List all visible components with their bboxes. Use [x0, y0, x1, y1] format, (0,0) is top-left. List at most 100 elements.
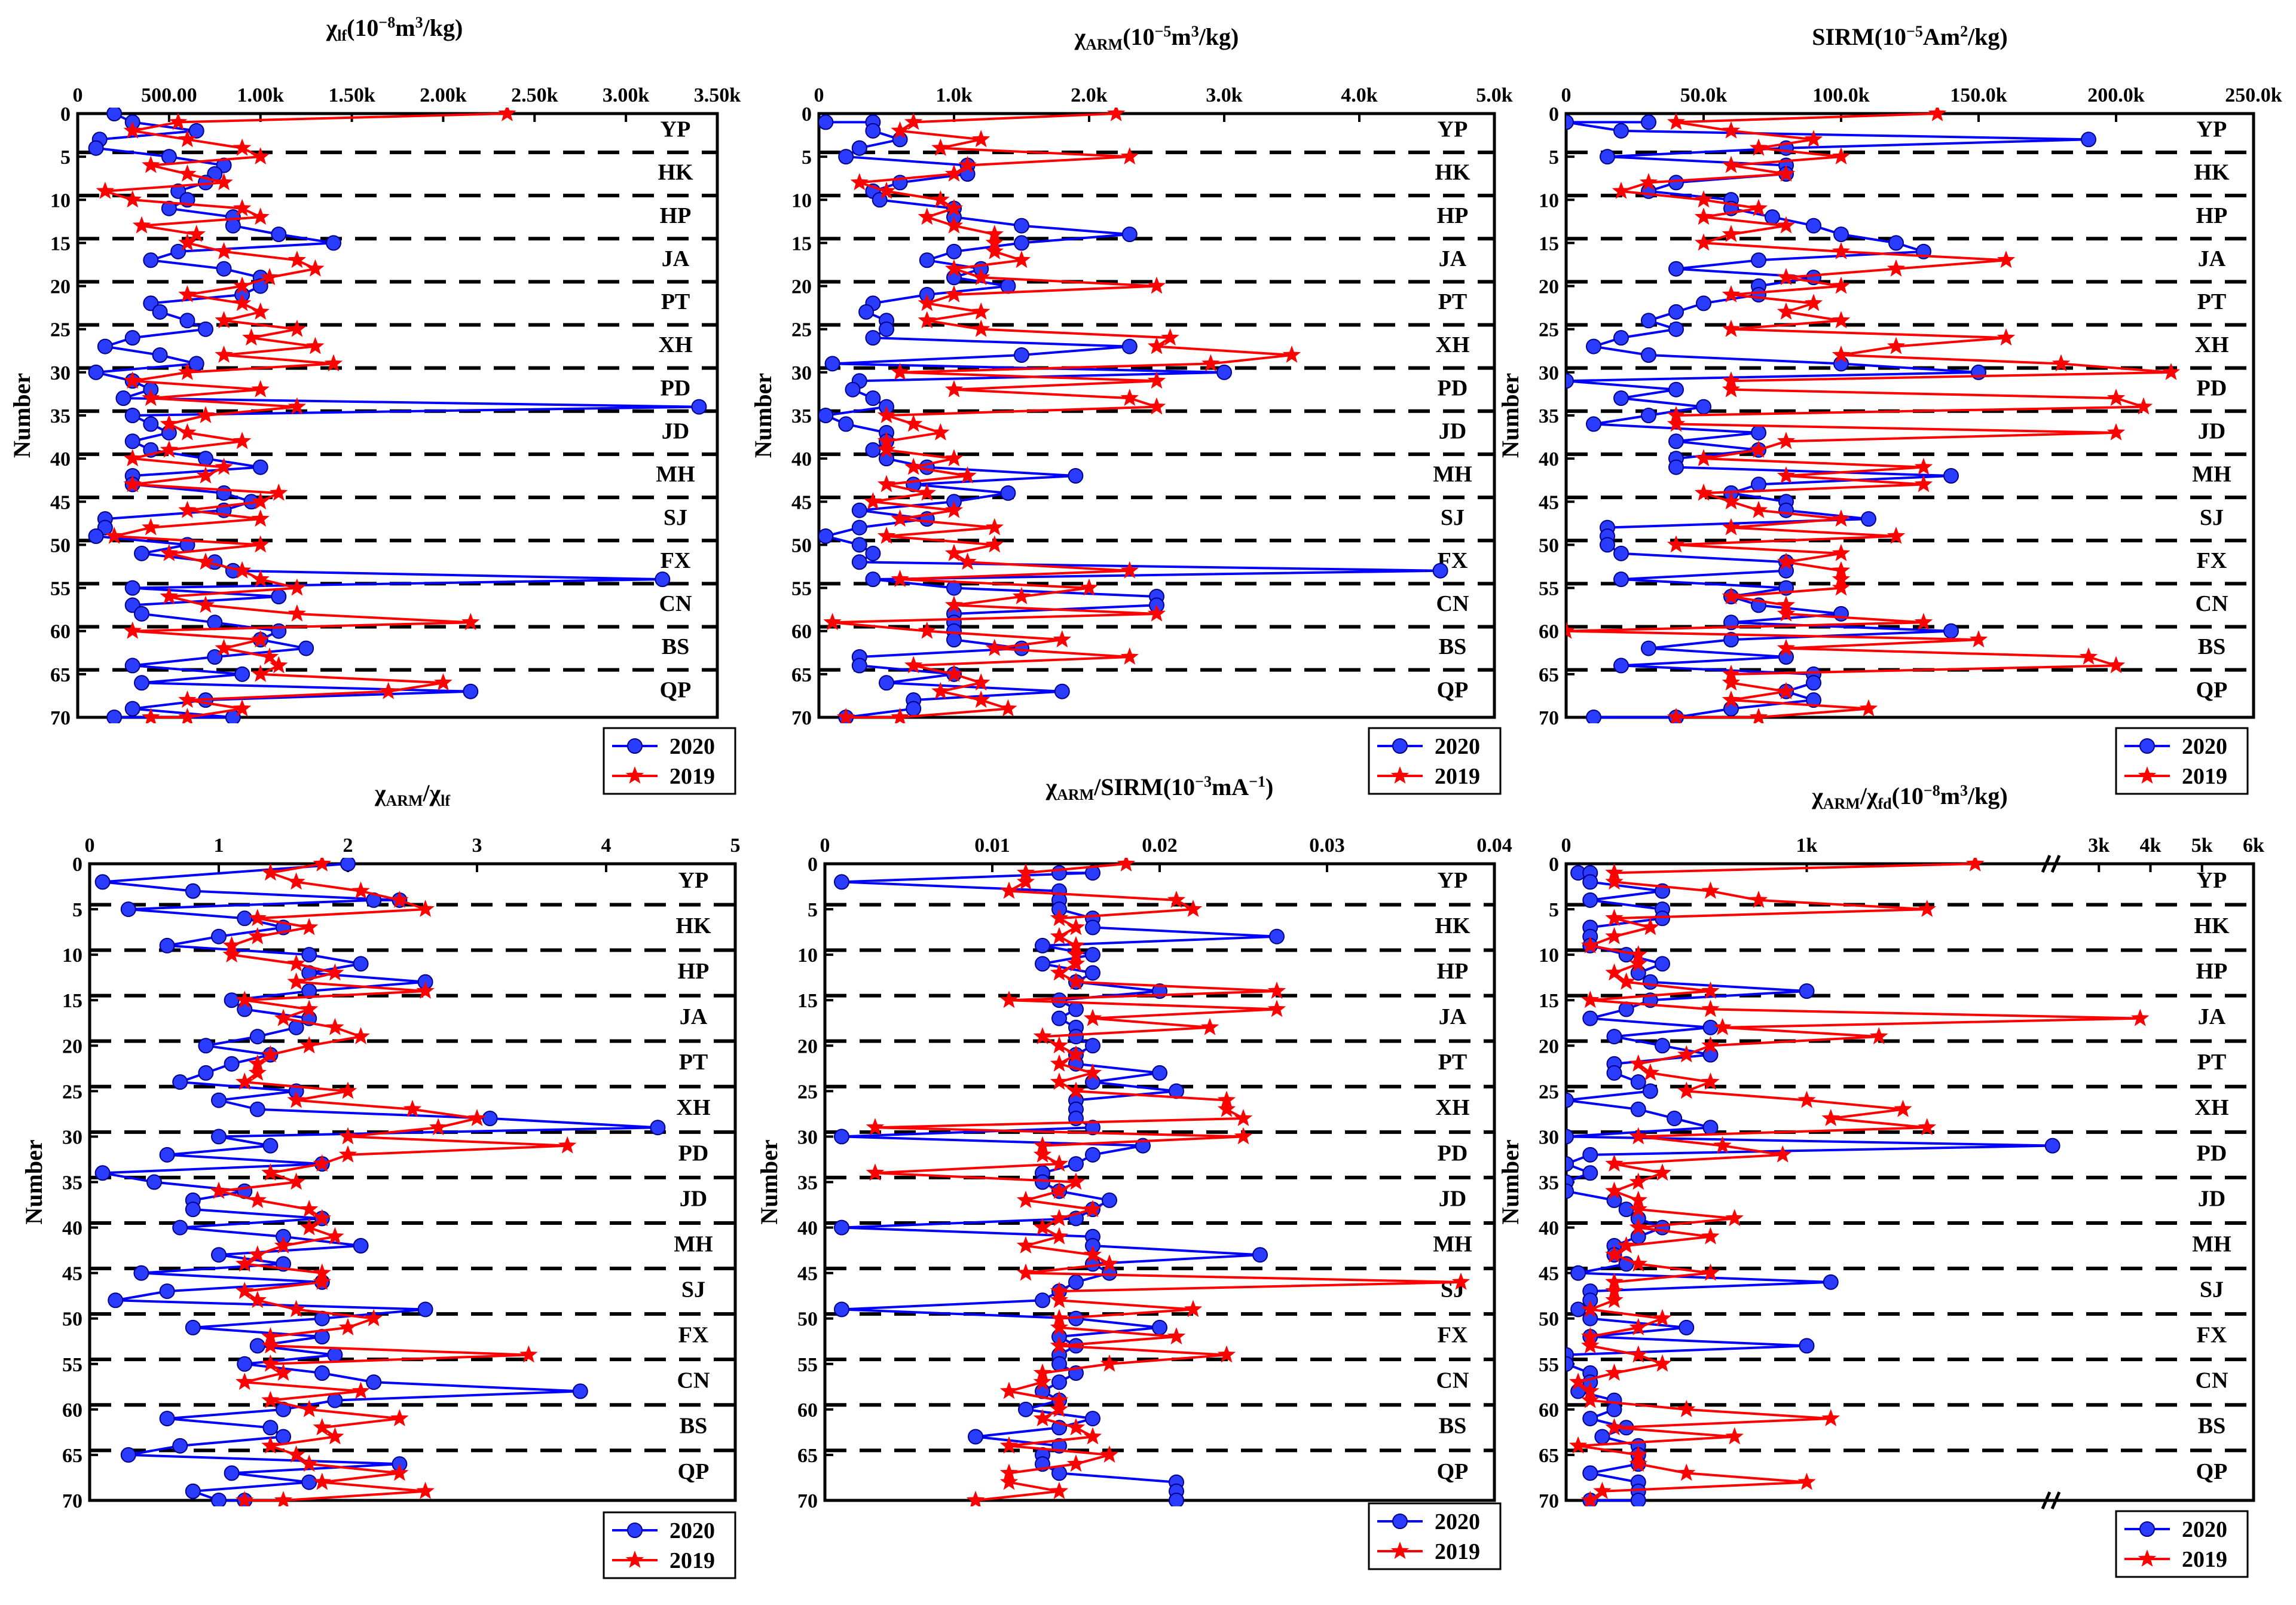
point-2019: [1569, 1436, 1588, 1454]
point-2019: [300, 1218, 319, 1236]
point-2019: [1722, 518, 1741, 536]
point-2020: [120, 901, 136, 918]
point-2020: [207, 649, 223, 665]
point-2020: [262, 1138, 279, 1154]
point-2020: [172, 1438, 188, 1454]
point-2019: [270, 483, 288, 501]
point-2019: [270, 656, 288, 674]
y-tick-label: 45: [1539, 1263, 1559, 1285]
point-2019: [2162, 362, 2181, 380]
point-2019: [403, 1099, 422, 1117]
site-label-hk: HK: [1435, 160, 1470, 185]
point-2019: [972, 673, 990, 691]
point-2020: [143, 252, 159, 268]
point-2020: [134, 545, 149, 561]
point-2020: [1806, 692, 1821, 708]
legend: 2020 2019: [1368, 727, 1502, 795]
site-label-pt: PT: [2197, 1050, 2227, 1075]
point-2020: [249, 1101, 265, 1117]
point-2019: [1234, 1127, 1253, 1145]
point-2019: [972, 268, 990, 286]
legend: 2020 2019: [1368, 1502, 1502, 1570]
site-label-hp: HP: [2196, 203, 2228, 228]
point-2020: [851, 519, 867, 536]
point-2019: [1859, 699, 1878, 717]
point-2019: [1701, 1072, 1720, 1090]
point-2019: [287, 1445, 305, 1463]
point-2019: [1701, 1036, 1720, 1054]
point-2019: [248, 1291, 267, 1309]
y-axis-label: Number: [8, 373, 35, 458]
site-label-sj: SJ: [2200, 1277, 2224, 1303]
point-2020: [1252, 1247, 1268, 1263]
point-2019: [274, 1236, 293, 1254]
point-2019: [390, 890, 409, 908]
site-label-hk: HK: [658, 160, 693, 185]
point-2019: [1722, 155, 1741, 173]
y-tick-label: 5: [1549, 146, 1559, 169]
point-2020: [819, 408, 834, 423]
y-tick-label: 0: [1549, 103, 1559, 126]
series-group: [834, 858, 1470, 1506]
y-tick-label: 40: [50, 448, 71, 470]
point-2020: [2044, 1138, 2060, 1154]
point-2019: [1722, 492, 1741, 510]
point-2020: [237, 1356, 253, 1372]
point-2019: [1107, 108, 1126, 121]
point-2019: [1147, 604, 1166, 622]
point-2019: [1777, 638, 1796, 656]
series-group: [94, 858, 666, 1506]
point-2019: [326, 1227, 344, 1245]
point-2020: [1068, 1001, 1084, 1017]
y-tick-label: 50: [1539, 1309, 1559, 1331]
point-2019: [142, 155, 160, 173]
site-label-qp: QP: [1437, 677, 1469, 702]
point-2020: [834, 874, 849, 890]
point-2020: [1613, 658, 1629, 674]
point-2019: [944, 595, 964, 613]
point-2019: [1050, 1399, 1069, 1417]
point-2020: [1014, 218, 1029, 234]
point-2020: [198, 321, 213, 337]
point-2019: [1147, 397, 1166, 415]
point-2020: [1613, 390, 1629, 406]
y-tick-label: 5: [1549, 899, 1559, 921]
point-2019: [2107, 656, 2126, 674]
point-2019: [248, 1190, 267, 1208]
y-tick-label: 20: [1539, 276, 1559, 298]
y-tick-label: 25: [797, 1081, 818, 1103]
point-2019: [178, 423, 197, 441]
point-2019: [215, 241, 233, 259]
point-2020: [572, 1383, 588, 1399]
y-tick-label: 30: [1539, 362, 1559, 384]
point-2019: [944, 380, 964, 398]
point-2019: [178, 233, 197, 251]
point-2019: [1667, 708, 1686, 723]
point-2019: [958, 552, 977, 570]
point-2020: [1051, 1374, 1067, 1390]
point-2020: [134, 675, 149, 691]
point-2019: [1050, 1309, 1069, 1326]
y-axis-label: Number: [1497, 373, 1524, 458]
point-2019: [248, 909, 267, 927]
point-2020: [224, 992, 240, 1008]
point-2019: [1117, 858, 1136, 872]
y-tick-label: 15: [791, 233, 812, 255]
site-label-bs: BS: [2198, 1414, 2225, 1439]
point-2019: [1581, 1390, 1600, 1408]
point-2019: [999, 1381, 1019, 1399]
point-2019: [944, 198, 964, 216]
point-2020: [1668, 381, 1684, 398]
point-2020: [1586, 416, 1601, 432]
point-2020: [919, 252, 935, 268]
point-2019: [416, 1481, 435, 1499]
y-tick-label: 30: [797, 1126, 818, 1148]
point-2019: [160, 440, 179, 458]
point-2019: [1012, 250, 1031, 268]
point-2019: [306, 337, 325, 354]
point-2019: [877, 406, 896, 423]
legend-label-2020: 2020: [669, 734, 715, 759]
point-2019: [248, 1054, 267, 1072]
point-2019: [944, 285, 964, 302]
point-2019: [1050, 1181, 1069, 1199]
